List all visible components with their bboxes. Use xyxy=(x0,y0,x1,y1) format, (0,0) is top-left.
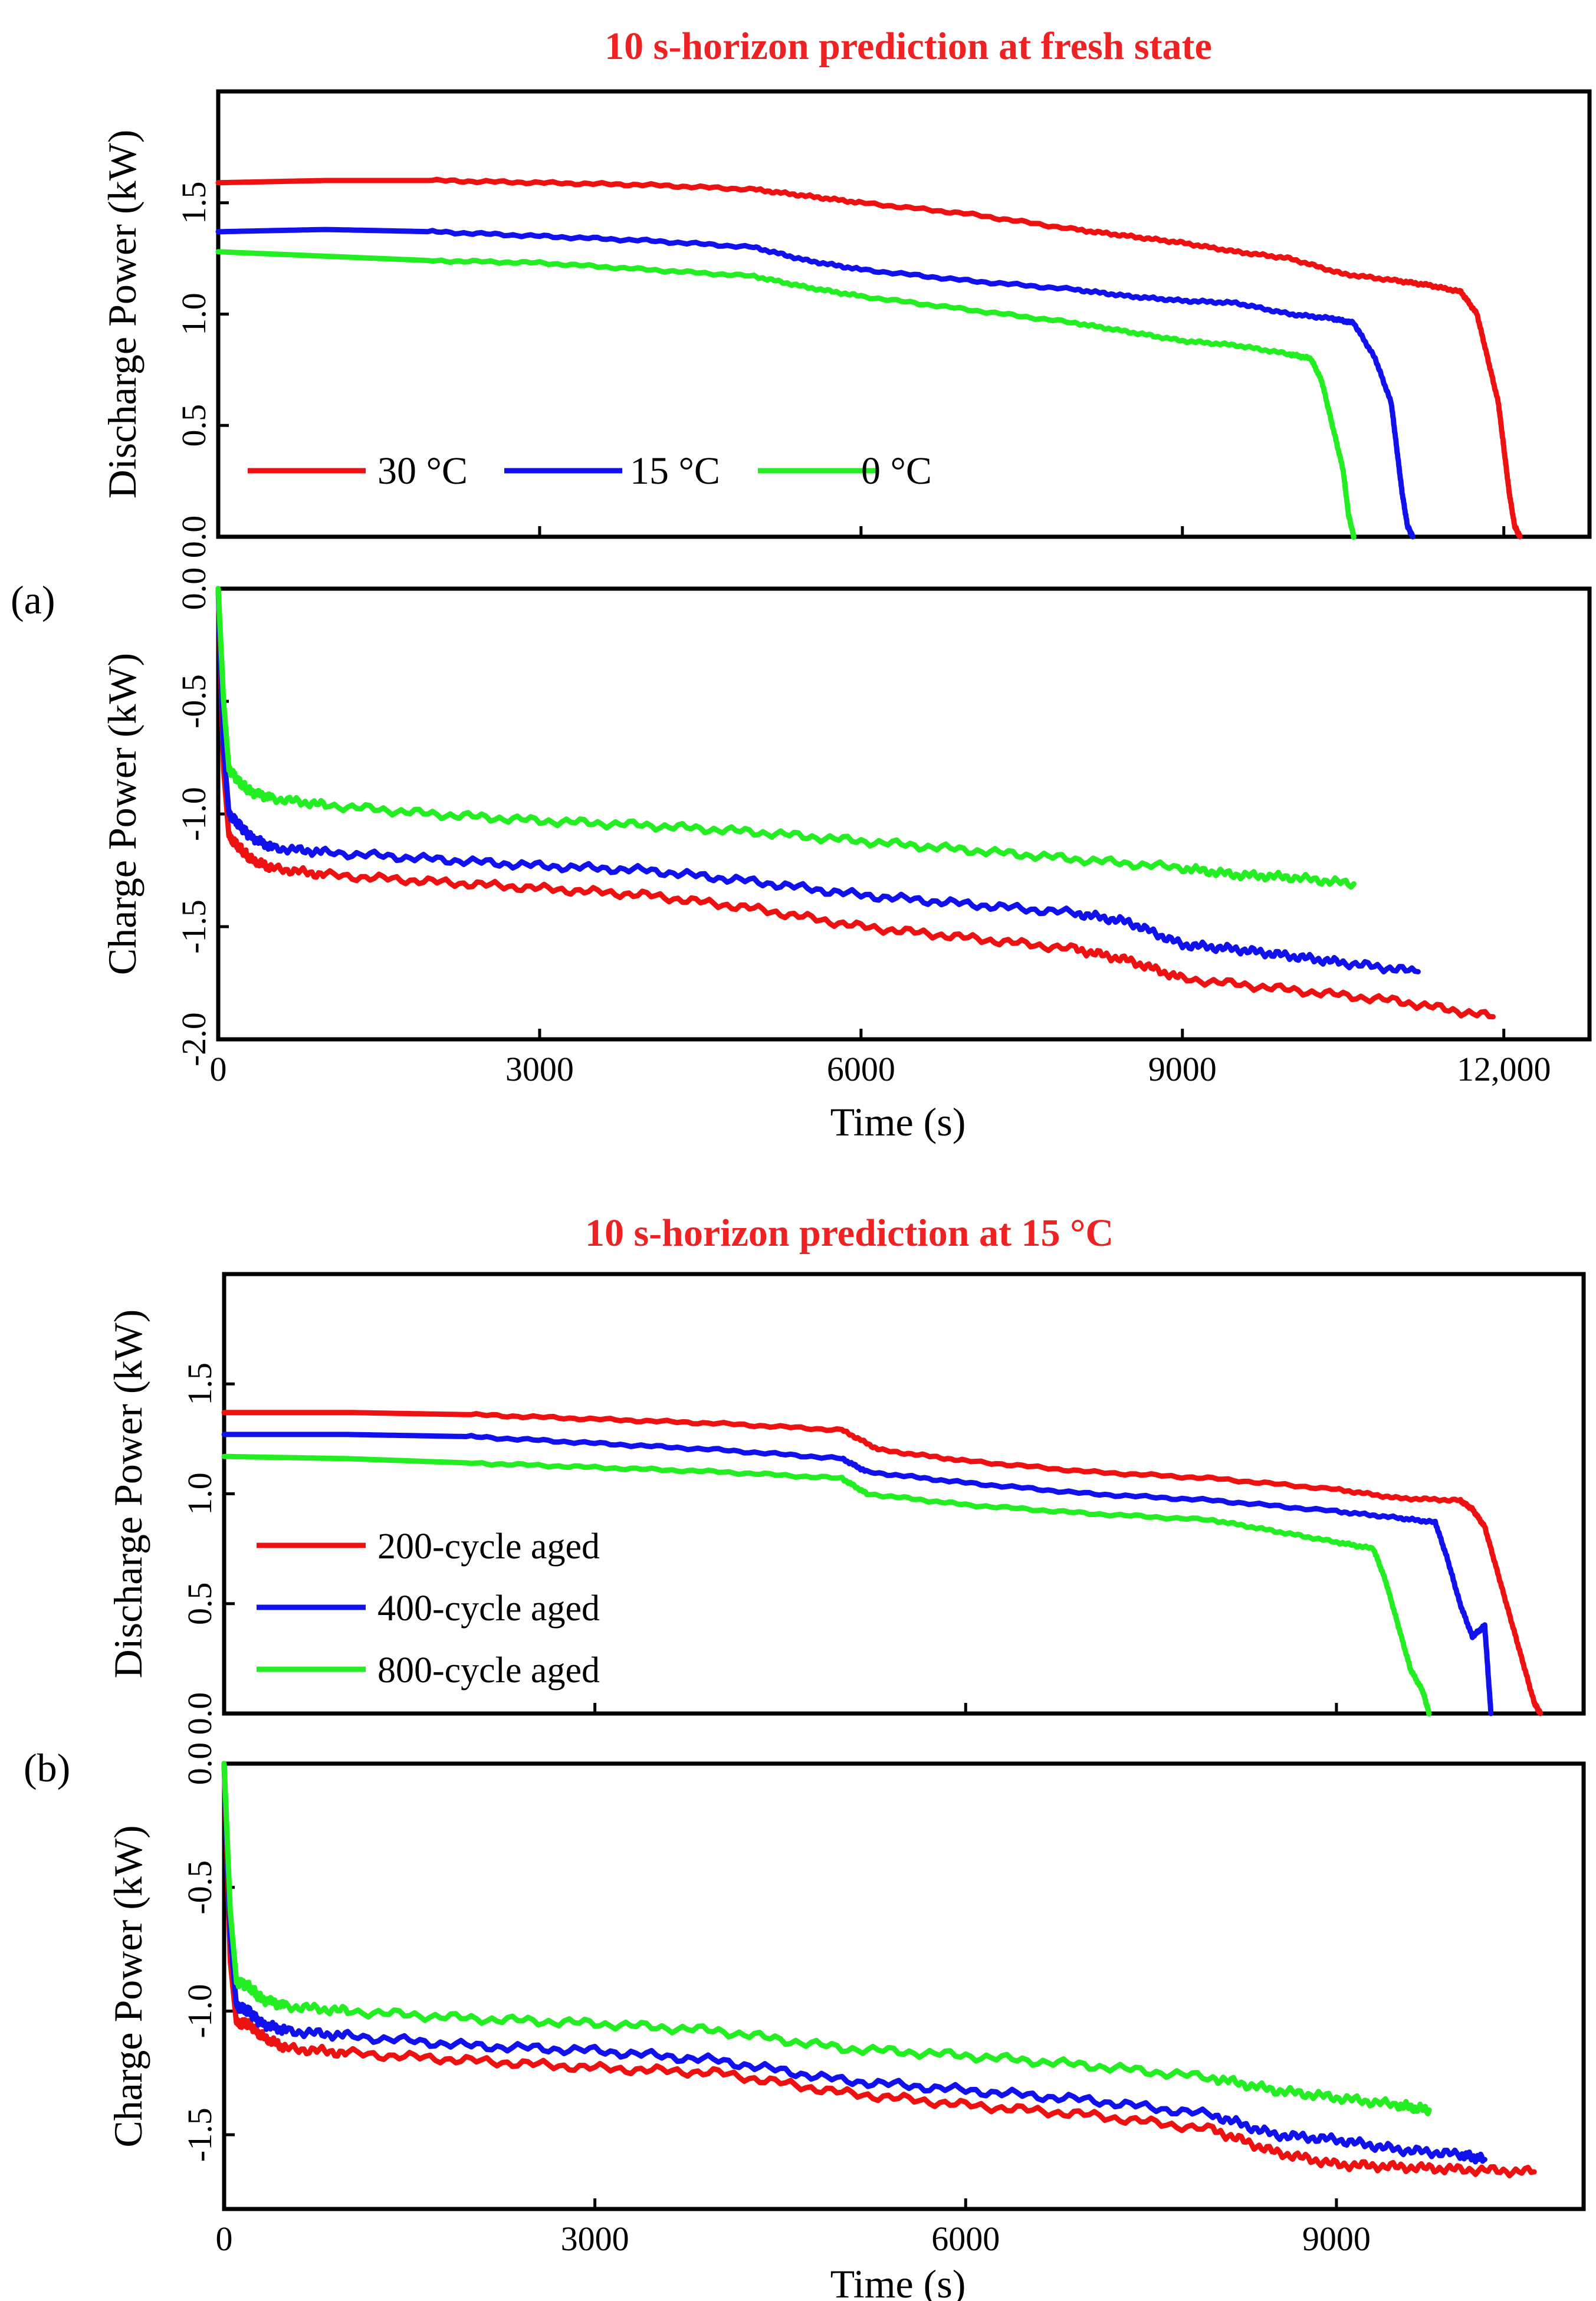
y-tick-label: -0.5 xyxy=(175,674,213,728)
y-axis-label: Discharge Power (kW) xyxy=(106,1309,150,1679)
series-line-1 xyxy=(215,586,1421,974)
series-line-1 xyxy=(221,1761,1487,2165)
x-tick-label: 3000 xyxy=(561,2220,629,2258)
plot-frame xyxy=(222,1761,1586,2211)
y-tick-label: 1.5 xyxy=(175,182,213,225)
legend-label-0: 200-cycle aged xyxy=(377,1527,600,1567)
panel-label-a: (a) xyxy=(11,577,55,622)
x-tick-label: 0 xyxy=(216,2220,233,2258)
y-axis-label: Discharge Power (kW) xyxy=(100,130,145,499)
y-tick-label: 0.5 xyxy=(180,1583,219,1626)
y-tick-label: -1.0 xyxy=(175,787,213,841)
x-tick-label: 0 xyxy=(210,1050,227,1088)
legend-label-2: 0 °C xyxy=(861,449,932,493)
series-line-0 xyxy=(215,586,1496,1020)
plot-b-charge: 0 3000 6000 9000 -1.5 -1.0 -0.5 0.0 Charge Power… xyxy=(106,1742,1586,2301)
x-axis-label: Time (s) xyxy=(830,1099,966,1144)
series-line-1 xyxy=(221,1432,1494,1716)
x-tick-label: 6000 xyxy=(931,2220,1000,2258)
plot-b-discharge: 0.0 0.5 1.0 1.5 Discharge Power (kW) 200-cycl… xyxy=(106,1272,1586,1735)
chart-title-a: 10 s-horizon prediction at fresh state xyxy=(605,25,1212,68)
x-tick-label: 9000 xyxy=(1302,2220,1371,2258)
y-tick-label: 0.5 xyxy=(175,404,213,447)
y-axis-label: Charge Power (kW) xyxy=(100,653,145,975)
y-axis-label: Charge Power (kW) xyxy=(106,1825,150,2147)
series-line-2 xyxy=(215,586,1357,890)
y-tick-label: 1.0 xyxy=(175,293,213,336)
chart-title-b: 10 s-horizon prediction at 15 °C xyxy=(585,1212,1114,1255)
y-tick-label: -1.5 xyxy=(180,2108,219,2162)
series-line-2 xyxy=(221,1453,1432,1716)
x-tick-label: 3000 xyxy=(505,1050,574,1088)
y-tick-label: 0.0 xyxy=(175,516,213,559)
x-tick-label: 12,000 xyxy=(1457,1050,1551,1088)
y-tick-label: -2.0 xyxy=(175,1012,213,1066)
series-line-1 xyxy=(215,227,1416,540)
panel-label-b: (b) xyxy=(24,1745,70,1790)
y-tick-label: 1.0 xyxy=(180,1472,219,1515)
x-axis-label: Time (s) xyxy=(830,2261,966,2301)
x-tick-label: 9000 xyxy=(1148,1050,1217,1088)
y-tick-label: 0.0 xyxy=(175,567,213,610)
series-line-0 xyxy=(221,1761,1537,2179)
y-tick-label: 0.0 xyxy=(180,1692,219,1735)
series-line-0 xyxy=(221,1410,1544,1716)
series-line-2 xyxy=(221,1761,1432,2116)
y-tick-label: -1.5 xyxy=(175,900,213,954)
x-tick-label: 6000 xyxy=(827,1050,895,1088)
y-tick-label: -0.5 xyxy=(180,1860,219,1915)
legend-label-0: 30 °C xyxy=(377,449,468,493)
y-tick-label: 0.0 xyxy=(180,1742,219,1785)
legend-label-1: 400-cycle aged xyxy=(377,1588,600,1629)
series-line-0 xyxy=(215,176,1523,540)
plot-a-discharge: 0.0 0.5 1.0 1.5 Discharge Power (kW) 30 °C 15 … xyxy=(100,89,1592,559)
legend-label-2: 800-cycle aged xyxy=(377,1650,600,1691)
series-line-2 xyxy=(215,249,1357,540)
y-tick-label: -1.0 xyxy=(180,1984,219,2039)
legend-label-1: 15 °C xyxy=(630,449,720,493)
plot-a-charge: 0 3000 6000 9000 12,000 -2.0 -1.5 -1.0 -0.5 0.0 Ch… xyxy=(100,567,1592,1144)
y-tick-label: 1.5 xyxy=(180,1363,219,1406)
